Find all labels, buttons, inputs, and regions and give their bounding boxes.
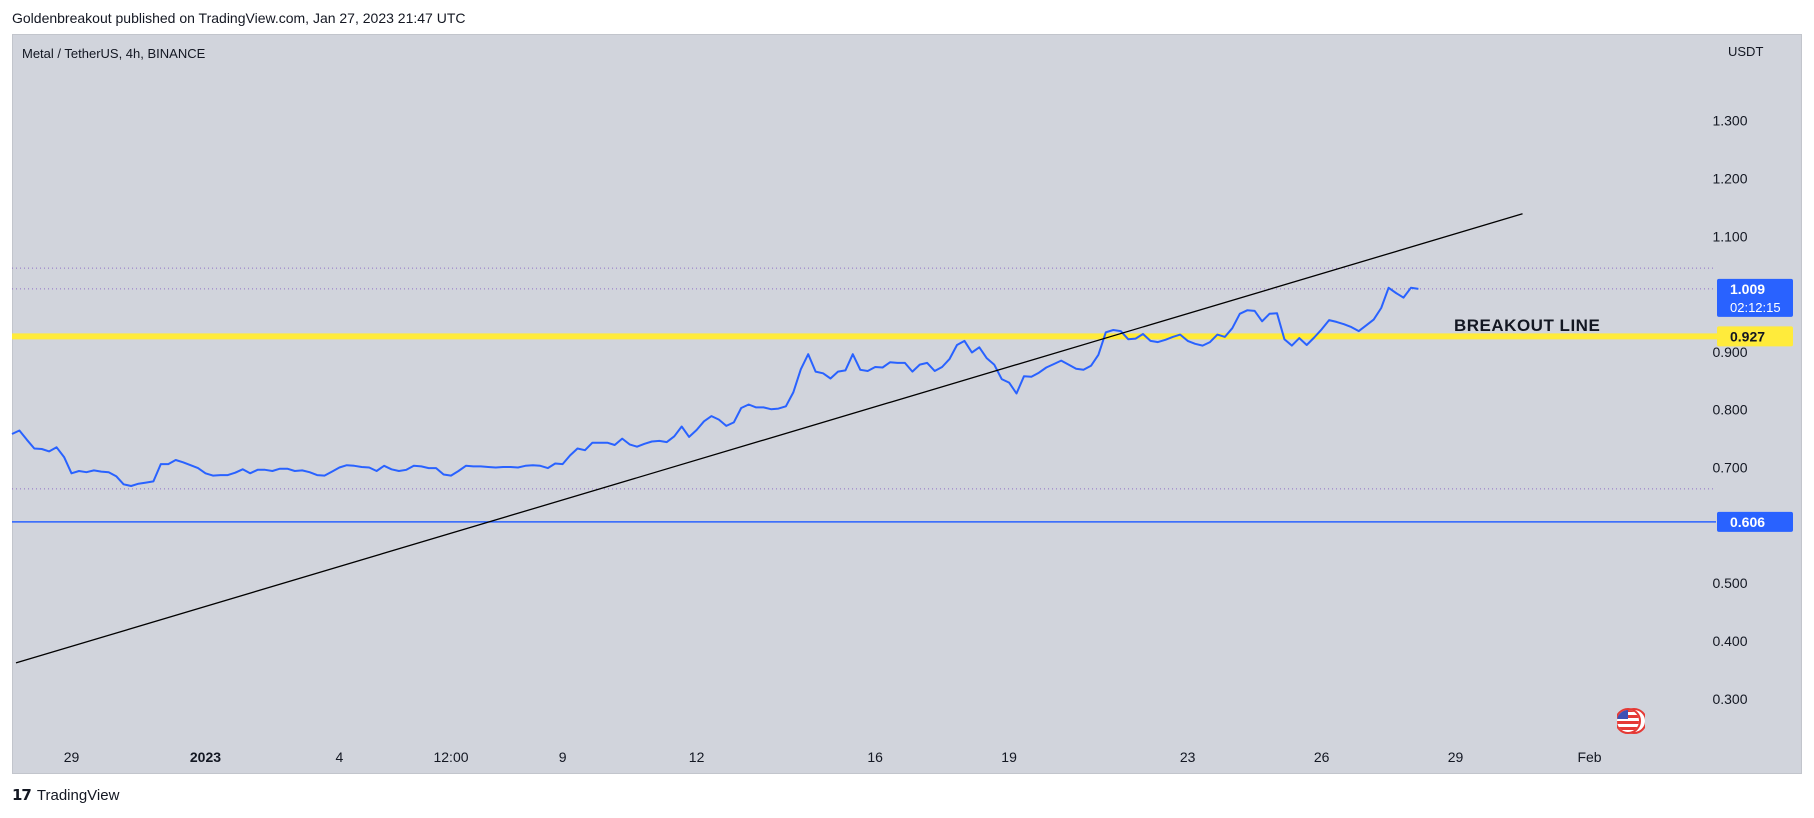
x-tick-label: 29 (64, 749, 80, 765)
price-axis: 0.300 0.400 0.500 0.700 0.800 0.900 1.100 1.200… (1712, 113, 1747, 707)
symbol-label[interactable]: Metal / TetherUS, 4h, BINANCE (22, 46, 206, 61)
x-tick-label: 23 (1180, 749, 1196, 765)
x-tick-label: 16 (867, 749, 883, 765)
x-tick-label: 12:00 (433, 749, 468, 765)
x-tick-label: 9 (559, 749, 567, 765)
chart-area[interactable] (12, 34, 1802, 774)
price-series-line (11, 286, 1419, 487)
y-tick-label: 0.700 (1712, 460, 1747, 476)
y-tick-label: 1.100 (1712, 228, 1747, 244)
trend-line (15, 213, 1523, 664)
x-tick-label: 2023 (190, 749, 221, 765)
currency-label: USDT (1728, 44, 1764, 59)
y-tick-label: 1.200 (1712, 171, 1747, 187)
y-tick-label: 0.400 (1712, 633, 1747, 649)
us-flag-icon[interactable] (1617, 707, 1645, 735)
x-tick-label: Feb (1577, 749, 1601, 765)
y-tick-label: 1.300 (1712, 113, 1747, 129)
price-tag-box (1717, 326, 1793, 347)
breakout-label: BREAKOUT LINE (1454, 316, 1600, 335)
price-tag-label: 1.009 (1730, 281, 1765, 297)
y-tick-label: 0.900 (1712, 344, 1747, 360)
price-tag-box (1717, 511, 1793, 532)
price-series (11, 286, 1419, 487)
x-tick-label: 12 (689, 749, 705, 765)
tradingview-logo[interactable]: 𝟭7 TradingView (12, 786, 119, 804)
tradingview-logo-text: TradingView (36, 786, 120, 804)
publisher-line: Goldenbreakout published on TradingView.… (12, 10, 466, 26)
price-tag-label: 0.927 (1730, 328, 1765, 344)
price-tag-box (1717, 278, 1793, 317)
x-tick-label: 19 (1001, 749, 1017, 765)
y-tick-label: 0.300 (1712, 691, 1747, 707)
time-axis: 29 2023 4 12:00 9 12 16 19 23 26 29 Feb (64, 749, 1602, 765)
y-tick-label: 0.500 (1712, 575, 1747, 591)
price-tags: 1.009 02:12:15 0.927 0.606 (1717, 278, 1793, 532)
price-tag-countdown: 02:12:15 (1730, 300, 1781, 315)
y-tick-label: 0.800 (1712, 402, 1747, 418)
x-tick-label: 4 (336, 749, 344, 765)
x-tick-label: 29 (1448, 749, 1464, 765)
x-tick-label: 26 (1314, 749, 1330, 765)
tradingview-logo-icon: 𝟭7 (12, 786, 32, 804)
price-tag-label: 0.606 (1730, 514, 1765, 530)
horizontal-levels (12, 267, 1776, 523)
chart-drawings: BREAKOUT LINE (15, 213, 1600, 664)
